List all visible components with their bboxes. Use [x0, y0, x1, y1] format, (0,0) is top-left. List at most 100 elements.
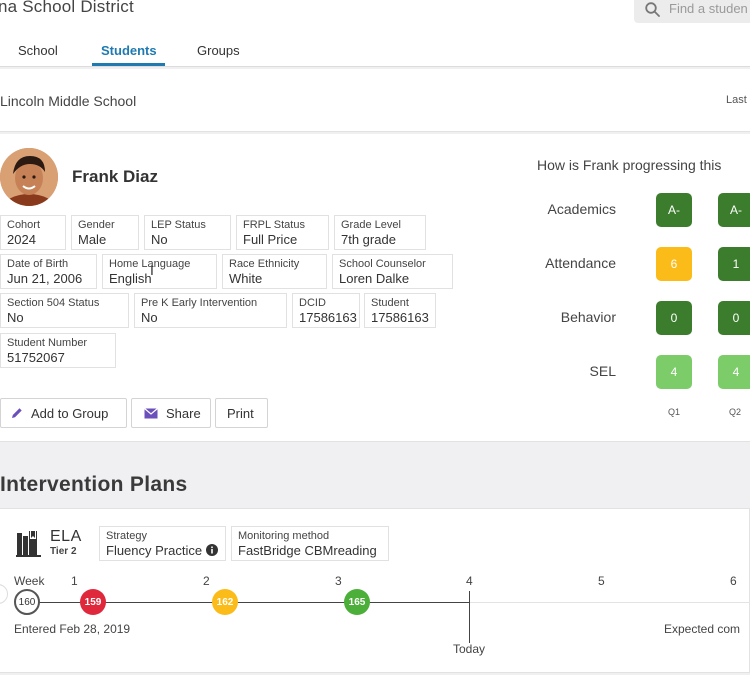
avatar: [0, 148, 58, 206]
field-frpl-status: FRPL Status Full Price: [236, 215, 329, 250]
quarter-label-q1: Q1: [668, 407, 681, 417]
strategy-value: Fluency Practice: [106, 543, 203, 558]
week-tick-3: 3: [335, 574, 342, 588]
field-label: LEP Status: [151, 219, 206, 231]
badge-attendance-q1[interactable]: 6: [656, 247, 692, 281]
metric-academics: Academics: [547, 201, 616, 217]
field-value: Full Price: [243, 232, 298, 247]
field-label: Race Ethnicity: [229, 258, 300, 270]
field-home-language: Home Language English: [102, 254, 217, 289]
entered-date: Entered Feb 28, 2019: [14, 622, 131, 636]
active-tab-indicator: [92, 63, 165, 66]
field-race-ethnicity: Race Ethnicity White: [222, 254, 327, 289]
field-value: White: [229, 271, 263, 286]
field-value: No: [151, 232, 168, 247]
field-label: FRPL Status: [243, 219, 305, 231]
share-button[interactable]: Share: [131, 398, 211, 428]
field-value: Male: [78, 232, 107, 247]
tab-school[interactable]: School: [18, 43, 58, 58]
field-value: Fluency Practice: [106, 543, 219, 558]
badge-attendance-q2[interactable]: 1: [718, 247, 750, 281]
week-tick-6: 6: [730, 574, 737, 588]
field-section-504: Section 504 Status No: [0, 293, 129, 328]
field-value: 7th grade: [341, 232, 396, 247]
tab-students[interactable]: Students: [101, 43, 157, 58]
subject-label: ELA: [50, 528, 82, 545]
score-point-week-2[interactable]: 162: [212, 589, 238, 615]
student-card: Frank Diaz Cohort 2024 Gender Male LEP S…: [0, 134, 750, 442]
progress-question: How is Frank progressing this: [537, 157, 722, 173]
scroll-left-button[interactable]: [0, 584, 8, 604]
search-input[interactable]: Find a studen: [634, 0, 750, 23]
print-button[interactable]: Print: [215, 398, 268, 428]
today-label: Today: [453, 642, 486, 656]
score-point-baseline[interactable]: 160: [14, 589, 40, 615]
top-header: na School District Find a studen School …: [0, 0, 750, 67]
info-icon[interactable]: [205, 544, 218, 556]
school-name[interactable]: Lincoln Middle School: [0, 93, 137, 109]
monitoring-method-field: Monitoring method FastBridge CBMreading: [231, 526, 389, 561]
field-gender: Gender Male: [71, 215, 139, 250]
badge-sel-q1[interactable]: 4: [656, 355, 692, 389]
school-bar: Lincoln Middle School Last: [0, 69, 750, 132]
field-label: Grade Level: [341, 219, 401, 231]
metric-attendance: Attendance: [545, 255, 616, 271]
field-date-of-birth: Date of Birth Jun 21, 2006: [0, 254, 97, 289]
student-name: Frank Diaz: [72, 167, 158, 186]
add-to-group-button[interactable]: Add to Group: [0, 398, 127, 428]
field-dcid: DCID 17586163: [292, 293, 360, 328]
today-marker: [469, 591, 470, 643]
expected-completion: Expected com: [664, 622, 741, 636]
metric-behavior: Behavior: [560, 309, 616, 325]
badge-academics-q2[interactable]: A-: [718, 193, 750, 227]
mail-icon: [144, 407, 158, 418]
tab-groups[interactable]: Groups: [197, 43, 240, 58]
badge-behavior-q2[interactable]: 0: [718, 301, 750, 335]
field-label: Pre K Early Intervention: [141, 297, 258, 309]
badge-academics-q1[interactable]: A-: [656, 193, 692, 227]
week-tick-5: 5: [598, 574, 605, 588]
tier-label: Tier 2: [50, 546, 77, 557]
field-value: 2024: [7, 232, 36, 247]
field-student-number: Student Number 51752067: [0, 333, 116, 368]
field-value: No: [7, 310, 24, 325]
field-label: DCID: [299, 297, 326, 309]
field-value: 17586163: [299, 310, 357, 325]
print-label: Print: [227, 405, 254, 421]
field-label: Section 504 Status: [7, 297, 100, 309]
week-axis-label: Week: [14, 574, 45, 588]
field-value: FastBridge CBMreading: [238, 543, 377, 558]
field-label: Cohort: [7, 219, 41, 231]
timeline-line: [27, 602, 470, 603]
books-icon: [16, 531, 41, 557]
field-school-counselor: School Counselor Loren Dalke: [332, 254, 453, 289]
week-tick-1: 1: [71, 574, 78, 588]
score-point-week-3[interactable]: 165: [344, 589, 370, 615]
text-cursor-icon: I: [150, 262, 154, 278]
field-value: 51752067: [7, 350, 65, 365]
field-label: Gender: [78, 219, 115, 231]
score-point-week-1[interactable]: 159: [80, 589, 106, 615]
intervention-card: ELA Tier 2 Strategy Fluency Practice Mon…: [0, 508, 750, 673]
field-label: Monitoring method: [238, 530, 330, 542]
field-value: English: [109, 271, 152, 286]
badge-sel-q2[interactable]: 4: [718, 355, 750, 389]
field-label: Date of Birth: [7, 258, 69, 270]
intervention-plans-title: Intervention Plans: [0, 473, 188, 496]
district-title: na School District: [0, 0, 134, 16]
timeline-future-line: [470, 602, 750, 603]
metric-sel: SEL: [589, 363, 616, 379]
quarter-label-q2: Q2: [729, 407, 742, 417]
badge-behavior-q1[interactable]: 0: [656, 301, 692, 335]
field-label: Strategy: [106, 530, 147, 542]
field-label: Home Language: [109, 258, 191, 270]
search-placeholder: Find a studen: [669, 1, 748, 16]
search-icon: [645, 2, 660, 17]
pencil-icon: [12, 408, 22, 418]
field-grade-level: Grade Level 7th grade: [334, 215, 426, 250]
add-to-group-label: Add to Group: [31, 405, 109, 421]
field-value: Loren Dalke: [339, 271, 410, 286]
field-value: No: [141, 310, 158, 325]
field-cohort: Cohort 2024: [0, 215, 66, 250]
